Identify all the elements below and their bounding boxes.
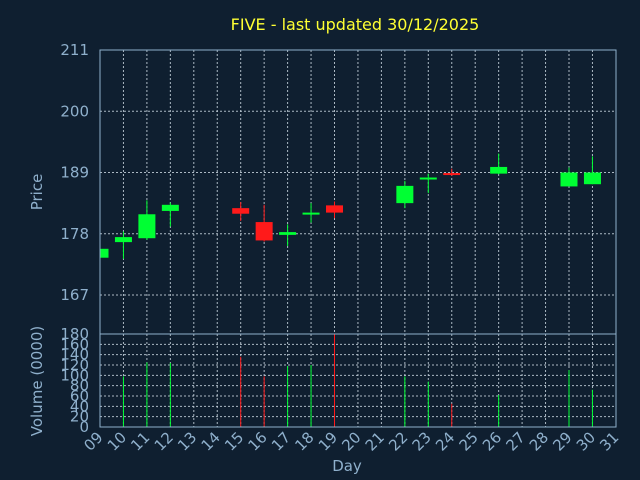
- day-tick-label: 15: [221, 428, 247, 454]
- volume-tick-label: 60: [70, 387, 89, 405]
- day-tick-label: 31: [596, 428, 622, 454]
- day-tick-label: 19: [315, 428, 341, 454]
- price-tick-label: 178: [60, 225, 89, 243]
- price-tick-label: 189: [60, 164, 89, 182]
- day-tick-label: 12: [151, 428, 177, 454]
- day-tick-label: 18: [291, 428, 317, 454]
- day-tick-label: 30: [573, 428, 599, 454]
- volume-plot-frame: [99, 333, 617, 428]
- day-axis-label: Day: [332, 457, 362, 475]
- day-tick-label: 20: [338, 428, 364, 454]
- candle-body: [232, 208, 250, 214]
- chart-title: FIVE - last updated 30/12/2025: [231, 15, 480, 34]
- candle-body: [100, 248, 109, 258]
- day-tick-label: 24: [432, 428, 458, 454]
- price-tick-label: 200: [60, 102, 89, 120]
- day-tick-label: 21: [362, 428, 388, 454]
- candle-body: [255, 222, 273, 241]
- day-tick-label: 11: [127, 428, 153, 454]
- volume-tick-label: 140: [60, 346, 89, 364]
- volume-tick-label: 80: [70, 377, 89, 395]
- day-tick-label: 10: [104, 428, 130, 454]
- day-tick-label: 28: [526, 428, 552, 454]
- candle-body: [443, 173, 461, 176]
- price-tick-label: 167: [60, 286, 89, 304]
- candle-body: [302, 212, 320, 215]
- volume-tick-label: 160: [60, 335, 89, 353]
- candle-body: [138, 214, 156, 239]
- candle-body: [326, 205, 343, 213]
- volume-axis-label: Volume (0000): [28, 326, 46, 436]
- candle-body: [560, 172, 578, 187]
- day-tick-label: 13: [174, 428, 200, 454]
- volume-panel: 1801601401201008060402000910111213141516…: [60, 325, 622, 455]
- candle-body: [490, 166, 508, 174]
- volume-tick-label: 180: [60, 325, 89, 343]
- day-tick-label: 23: [409, 428, 435, 454]
- day-tick-label: 25: [456, 428, 482, 454]
- day-tick-label: 22: [385, 428, 411, 454]
- candle-body: [114, 237, 132, 243]
- volume-tick-label: 120: [60, 356, 89, 374]
- day-tick-label: 26: [479, 428, 505, 454]
- volume-tick-label: 100: [60, 366, 89, 384]
- candle-body: [279, 232, 297, 235]
- volume-tick-label: 40: [70, 397, 89, 415]
- candle-body: [161, 204, 179, 211]
- candle-body: [419, 177, 437, 180]
- candle-body: [583, 172, 601, 185]
- day-tick-label: 16: [244, 428, 270, 454]
- day-tick-label: 29: [549, 428, 575, 454]
- price-tick-label: 211: [60, 41, 89, 59]
- volume-tick-label: 20: [70, 408, 89, 426]
- day-tick-label: 27: [502, 428, 528, 454]
- price-axis-label: Price: [28, 174, 46, 211]
- candle-body: [396, 185, 414, 204]
- volume-tick-label: 0: [79, 418, 89, 436]
- day-tick-label: 17: [268, 428, 294, 454]
- day-tick-label: 14: [198, 428, 224, 454]
- price-panel: 211 200 189 178 167: [60, 41, 616, 334]
